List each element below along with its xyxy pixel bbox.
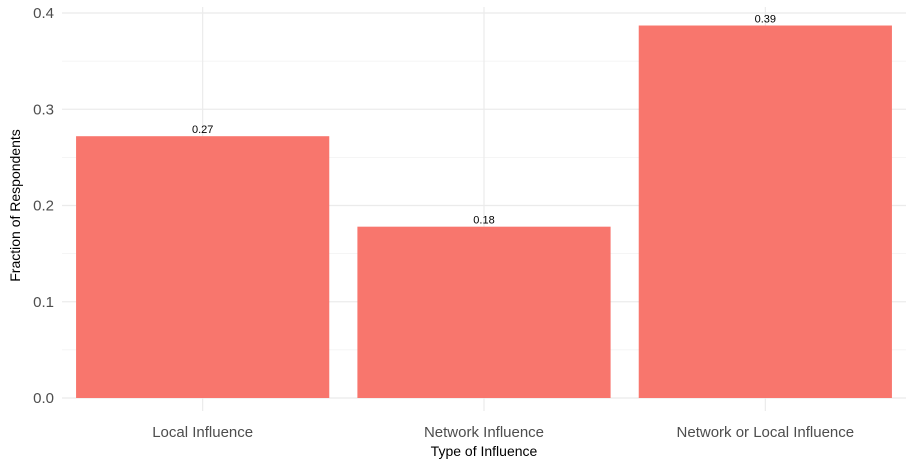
y-axis-tick-labels: 0.0 0.1 0.2 0.3 0.4 (33, 5, 54, 407)
data-labels: 0.27 0.18 0.39 (192, 14, 776, 227)
x-axis-tick-labels: Local Influence Network Influence Network … (152, 424, 854, 441)
y-axis-title: Fraction of Respondents (7, 129, 23, 282)
x-tick-label: Network Influence (424, 424, 544, 441)
bar-value-label: 0.39 (755, 14, 776, 26)
bar (357, 226, 611, 398)
x-tick-label: Network or Local Influence (677, 424, 855, 441)
y-tick-label: 0.2 (33, 198, 54, 215)
bar-value-label: 0.18 (473, 215, 494, 227)
bar-value-label: 0.27 (192, 124, 213, 136)
x-axis-title: Type of Influence (431, 443, 538, 459)
y-tick-label: 0.0 (33, 390, 54, 407)
bar (638, 25, 892, 398)
y-tick-label: 0.4 (33, 5, 54, 22)
y-tick-label: 0.3 (33, 101, 54, 118)
bars (76, 25, 892, 398)
bar (76, 136, 330, 398)
x-tick-label: Local Influence (152, 424, 253, 441)
y-tick-label: 0.1 (33, 294, 54, 311)
